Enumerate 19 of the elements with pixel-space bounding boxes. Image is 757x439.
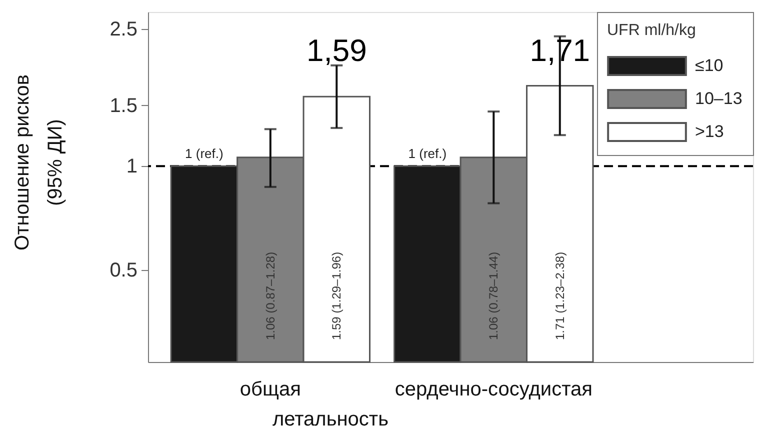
- data-label: 1.71 (1.23–2.38): [552, 252, 567, 340]
- y-tick-label: 1.5: [110, 94, 138, 117]
- y-tick-label: 2.5: [110, 18, 138, 40]
- data-label: 1 (ref.): [185, 146, 224, 162]
- legend-label: >13: [695, 122, 724, 141]
- legend-label: ≤10: [695, 56, 724, 75]
- annotation: 1,59: [306, 33, 367, 68]
- data-label: 1 (ref.): [408, 146, 447, 162]
- x-axis-title: летальность: [272, 408, 389, 430]
- y-axis-title: Отношение рисков (95% ДИ): [12, 74, 67, 250]
- x-tick-label: общая: [240, 378, 301, 400]
- data-label: 1.06 (0.87–1.28): [263, 252, 278, 340]
- y-tick-label: 0.5: [110, 259, 138, 282]
- x-tick-label: сердечно-сосудистая: [394, 378, 592, 400]
- data-label: 1.06 (0.78–1.44): [486, 252, 501, 340]
- data-label: 1.59 (1.29–1.96): [330, 252, 344, 340]
- y-tick-label: 1: [126, 156, 138, 178]
- legend-label: 10–13: [695, 89, 742, 108]
- legend-title: UFR ml/h/kg: [607, 22, 696, 39]
